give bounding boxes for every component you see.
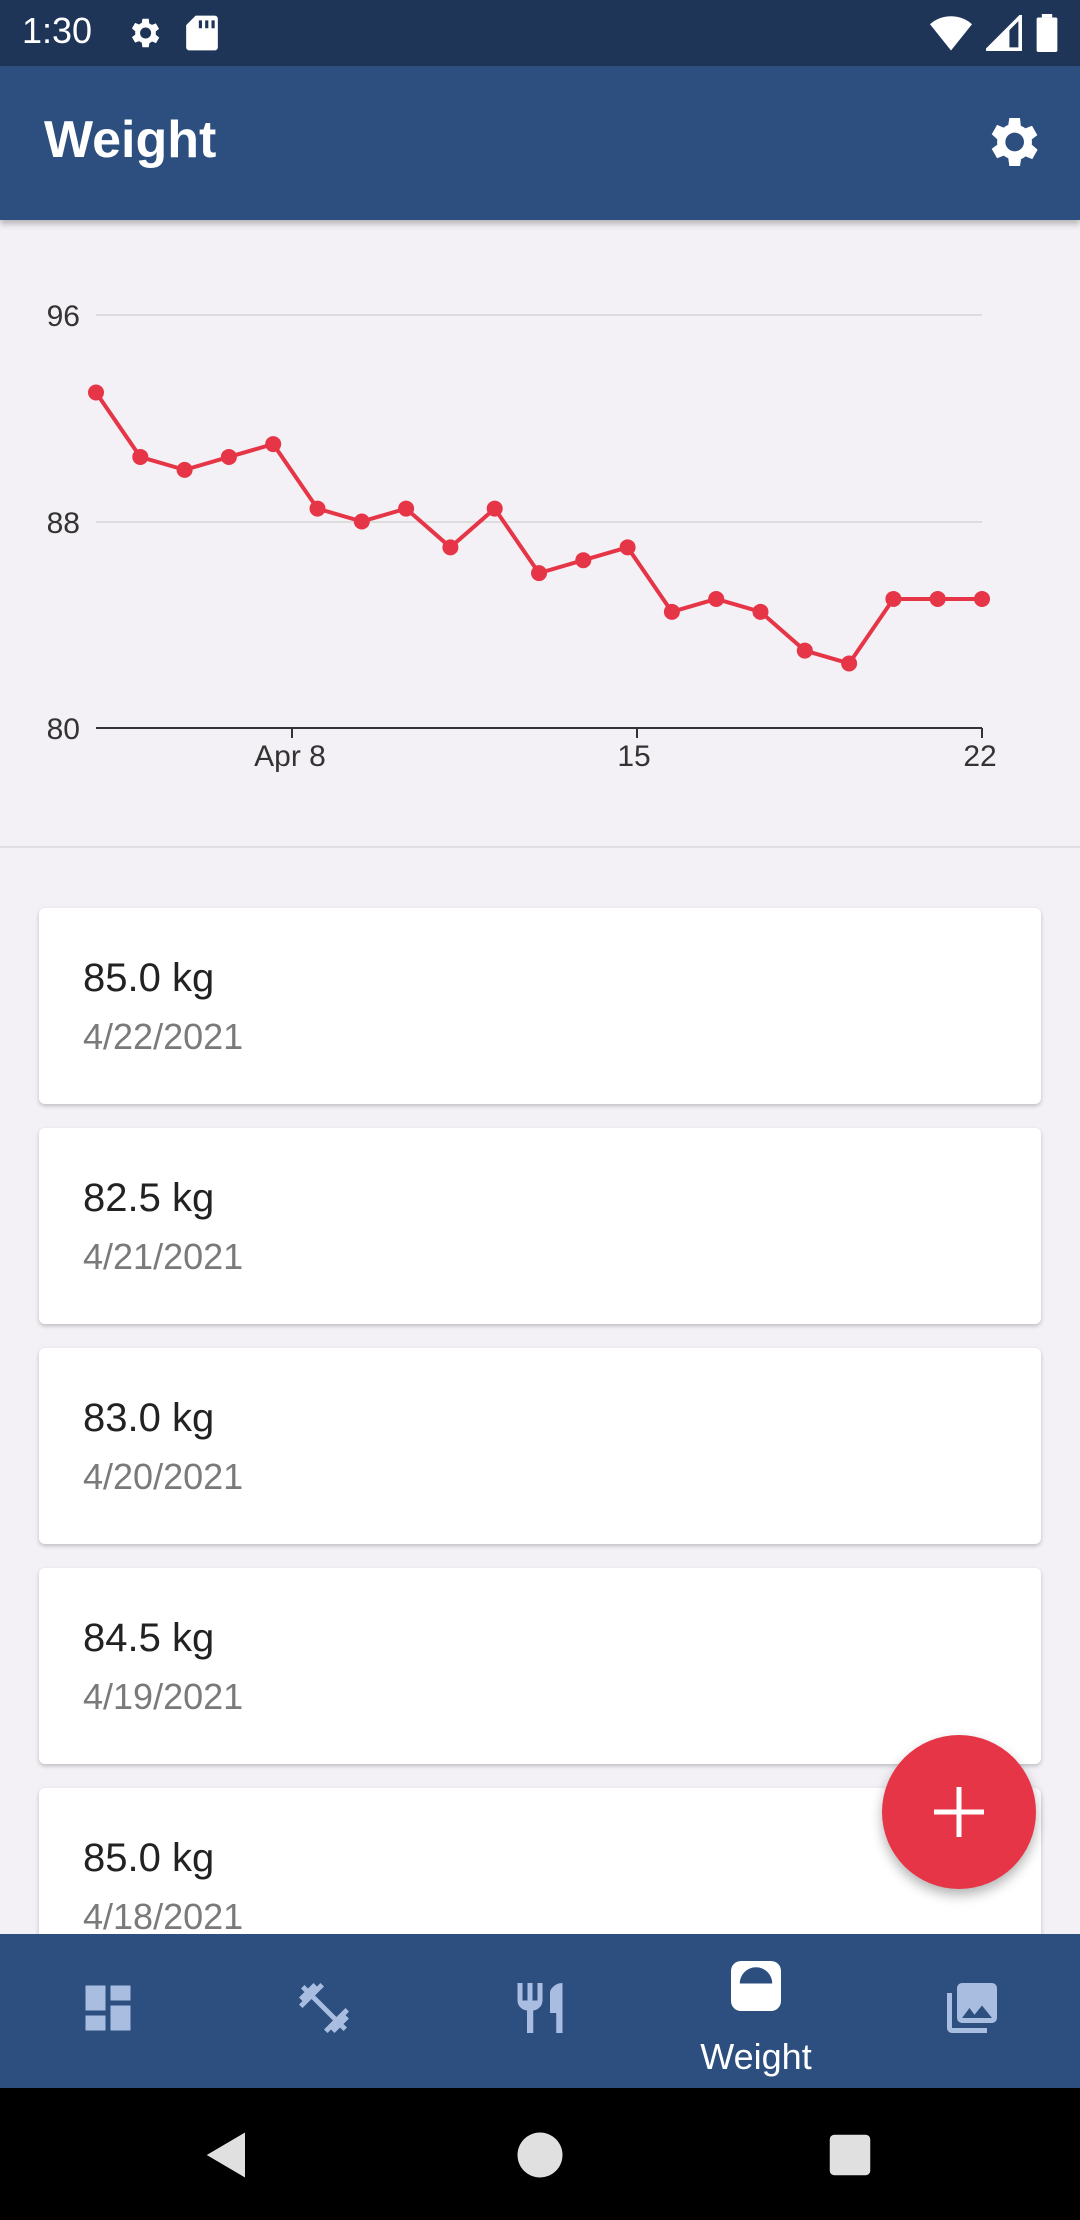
- photo-library-icon: [947, 1983, 997, 2033]
- weight-chart: 96 88 80 Apr 8 15 22: [0, 220, 1080, 848]
- data-point: [752, 603, 769, 620]
- sd-card-icon: [186, 15, 218, 51]
- signal-icon: [986, 15, 1022, 51]
- dashboard-icon: [85, 1985, 131, 2031]
- list-item[interactable]: 83.0 kg 4/20/2021: [39, 1348, 1041, 1544]
- recents-icon[interactable]: [823, 2128, 877, 2182]
- fork-knife-icon: [517, 1983, 563, 2033]
- x-tick-label: 15: [617, 740, 650, 773]
- entry-weight: 83.0 kg: [83, 1396, 215, 1440]
- x-tick-label: 22: [963, 740, 996, 773]
- list-item[interactable]: 85.0 kg 4/22/2021: [39, 908, 1041, 1104]
- data-point: [796, 642, 813, 659]
- list-item[interactable]: 85.0 kg 4/18/2021: [39, 1788, 1041, 1934]
- data-point: [974, 590, 990, 607]
- weight-entry-list: 85.0 kg 4/22/2021 82.5 kg 4/21/2021 83.0…: [0, 846, 1080, 1934]
- data-point: [531, 565, 547, 582]
- y-tick-label: 80: [47, 713, 80, 746]
- data-point: [442, 539, 459, 556]
- data-point: [929, 590, 946, 607]
- data-point: [353, 513, 370, 530]
- dumbbell-icon: [299, 1983, 349, 2033]
- list-item[interactable]: 84.5 kg 4/19/2021: [39, 1568, 1041, 1764]
- data-point: [619, 539, 636, 556]
- gear-icon: [991, 118, 1038, 166]
- status-time: 1:30: [22, 10, 93, 51]
- app-bar: Weight: [0, 66, 1080, 220]
- add-weight-button[interactable]: [882, 1735, 1036, 1889]
- entry-date: 4/20/2021: [83, 1456, 244, 1497]
- scale-icon: [731, 1961, 781, 2011]
- battery-icon: [1036, 14, 1058, 52]
- nav-item-weight[interactable]: Weight: [648, 1934, 864, 2088]
- entry-weight: 85.0 kg: [83, 956, 215, 1000]
- weight-series-points: [88, 384, 990, 672]
- page-title: Weight: [44, 111, 217, 169]
- plus-icon: [934, 1787, 984, 1837]
- entry-date: 4/18/2021: [83, 1896, 244, 1934]
- y-tick-label: 96: [47, 300, 80, 333]
- system-navigation-bar: [0, 2088, 1080, 2220]
- back-icon[interactable]: [200, 2128, 254, 2182]
- bottom-navigation: Weight: [0, 1934, 1080, 2088]
- status-bar: 1:30: [0, 0, 1080, 66]
- data-point: [398, 500, 415, 517]
- entry-weight: 85.0 kg: [83, 1836, 215, 1880]
- home-icon[interactable]: [513, 2128, 567, 2182]
- y-tick-label: 88: [47, 507, 80, 540]
- weight-chart-svg: 96 88 80 Apr 8 15 22: [47, 300, 997, 773]
- data-point: [220, 448, 237, 465]
- weight-series-line: [94, 391, 982, 666]
- data-point: [841, 655, 858, 672]
- entry-date: 4/21/2021: [83, 1236, 244, 1277]
- nav-item-photos[interactable]: [864, 1934, 1080, 2088]
- data-point: [88, 384, 104, 401]
- x-tick-label: Apr 8: [254, 740, 326, 773]
- list-item[interactable]: 82.5 kg 4/21/2021: [39, 1128, 1041, 1324]
- data-point: [176, 461, 193, 478]
- data-point: [663, 603, 680, 620]
- data-point: [708, 590, 725, 607]
- nav-item-label: Weight: [700, 2036, 812, 2077]
- entry-weight: 84.5 kg: [83, 1616, 215, 1660]
- data-point: [265, 436, 282, 453]
- data-point: [486, 500, 503, 517]
- entry-weight: 82.5 kg: [83, 1176, 215, 1220]
- data-point: [309, 500, 326, 517]
- wifi-icon: [930, 16, 972, 51]
- data-point: [132, 448, 149, 465]
- nav-item-workouts[interactable]: [216, 1934, 432, 2088]
- entry-date: 4/22/2021: [83, 1016, 244, 1057]
- entry-date: 4/19/2021: [83, 1676, 244, 1717]
- data-point: [885, 590, 902, 607]
- settings-button[interactable]: [980, 110, 1044, 174]
- nav-item-nutrition[interactable]: [432, 1934, 648, 2088]
- gear-icon: [131, 18, 160, 48]
- nav-item-dashboard[interactable]: [0, 1934, 216, 2088]
- data-point: [575, 552, 592, 569]
